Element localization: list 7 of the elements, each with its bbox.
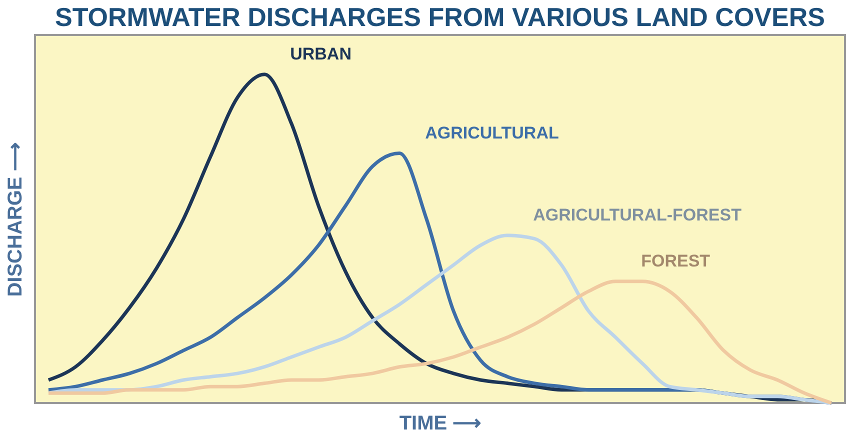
series-label: FOREST xyxy=(641,252,711,271)
series-label: AGRICULTURAL-FOREST xyxy=(533,206,742,225)
series-label: URBAN xyxy=(290,44,352,64)
series-label: AGRICULTURAL xyxy=(425,124,559,143)
x-axis-title: TIME ⟶ xyxy=(399,412,482,434)
chart-title: STORMWATER DISCHARGES FROM VARIOUS LAND COVERS xyxy=(55,2,825,32)
y-axis-title: DISCHARGE ⟶ xyxy=(4,142,26,297)
